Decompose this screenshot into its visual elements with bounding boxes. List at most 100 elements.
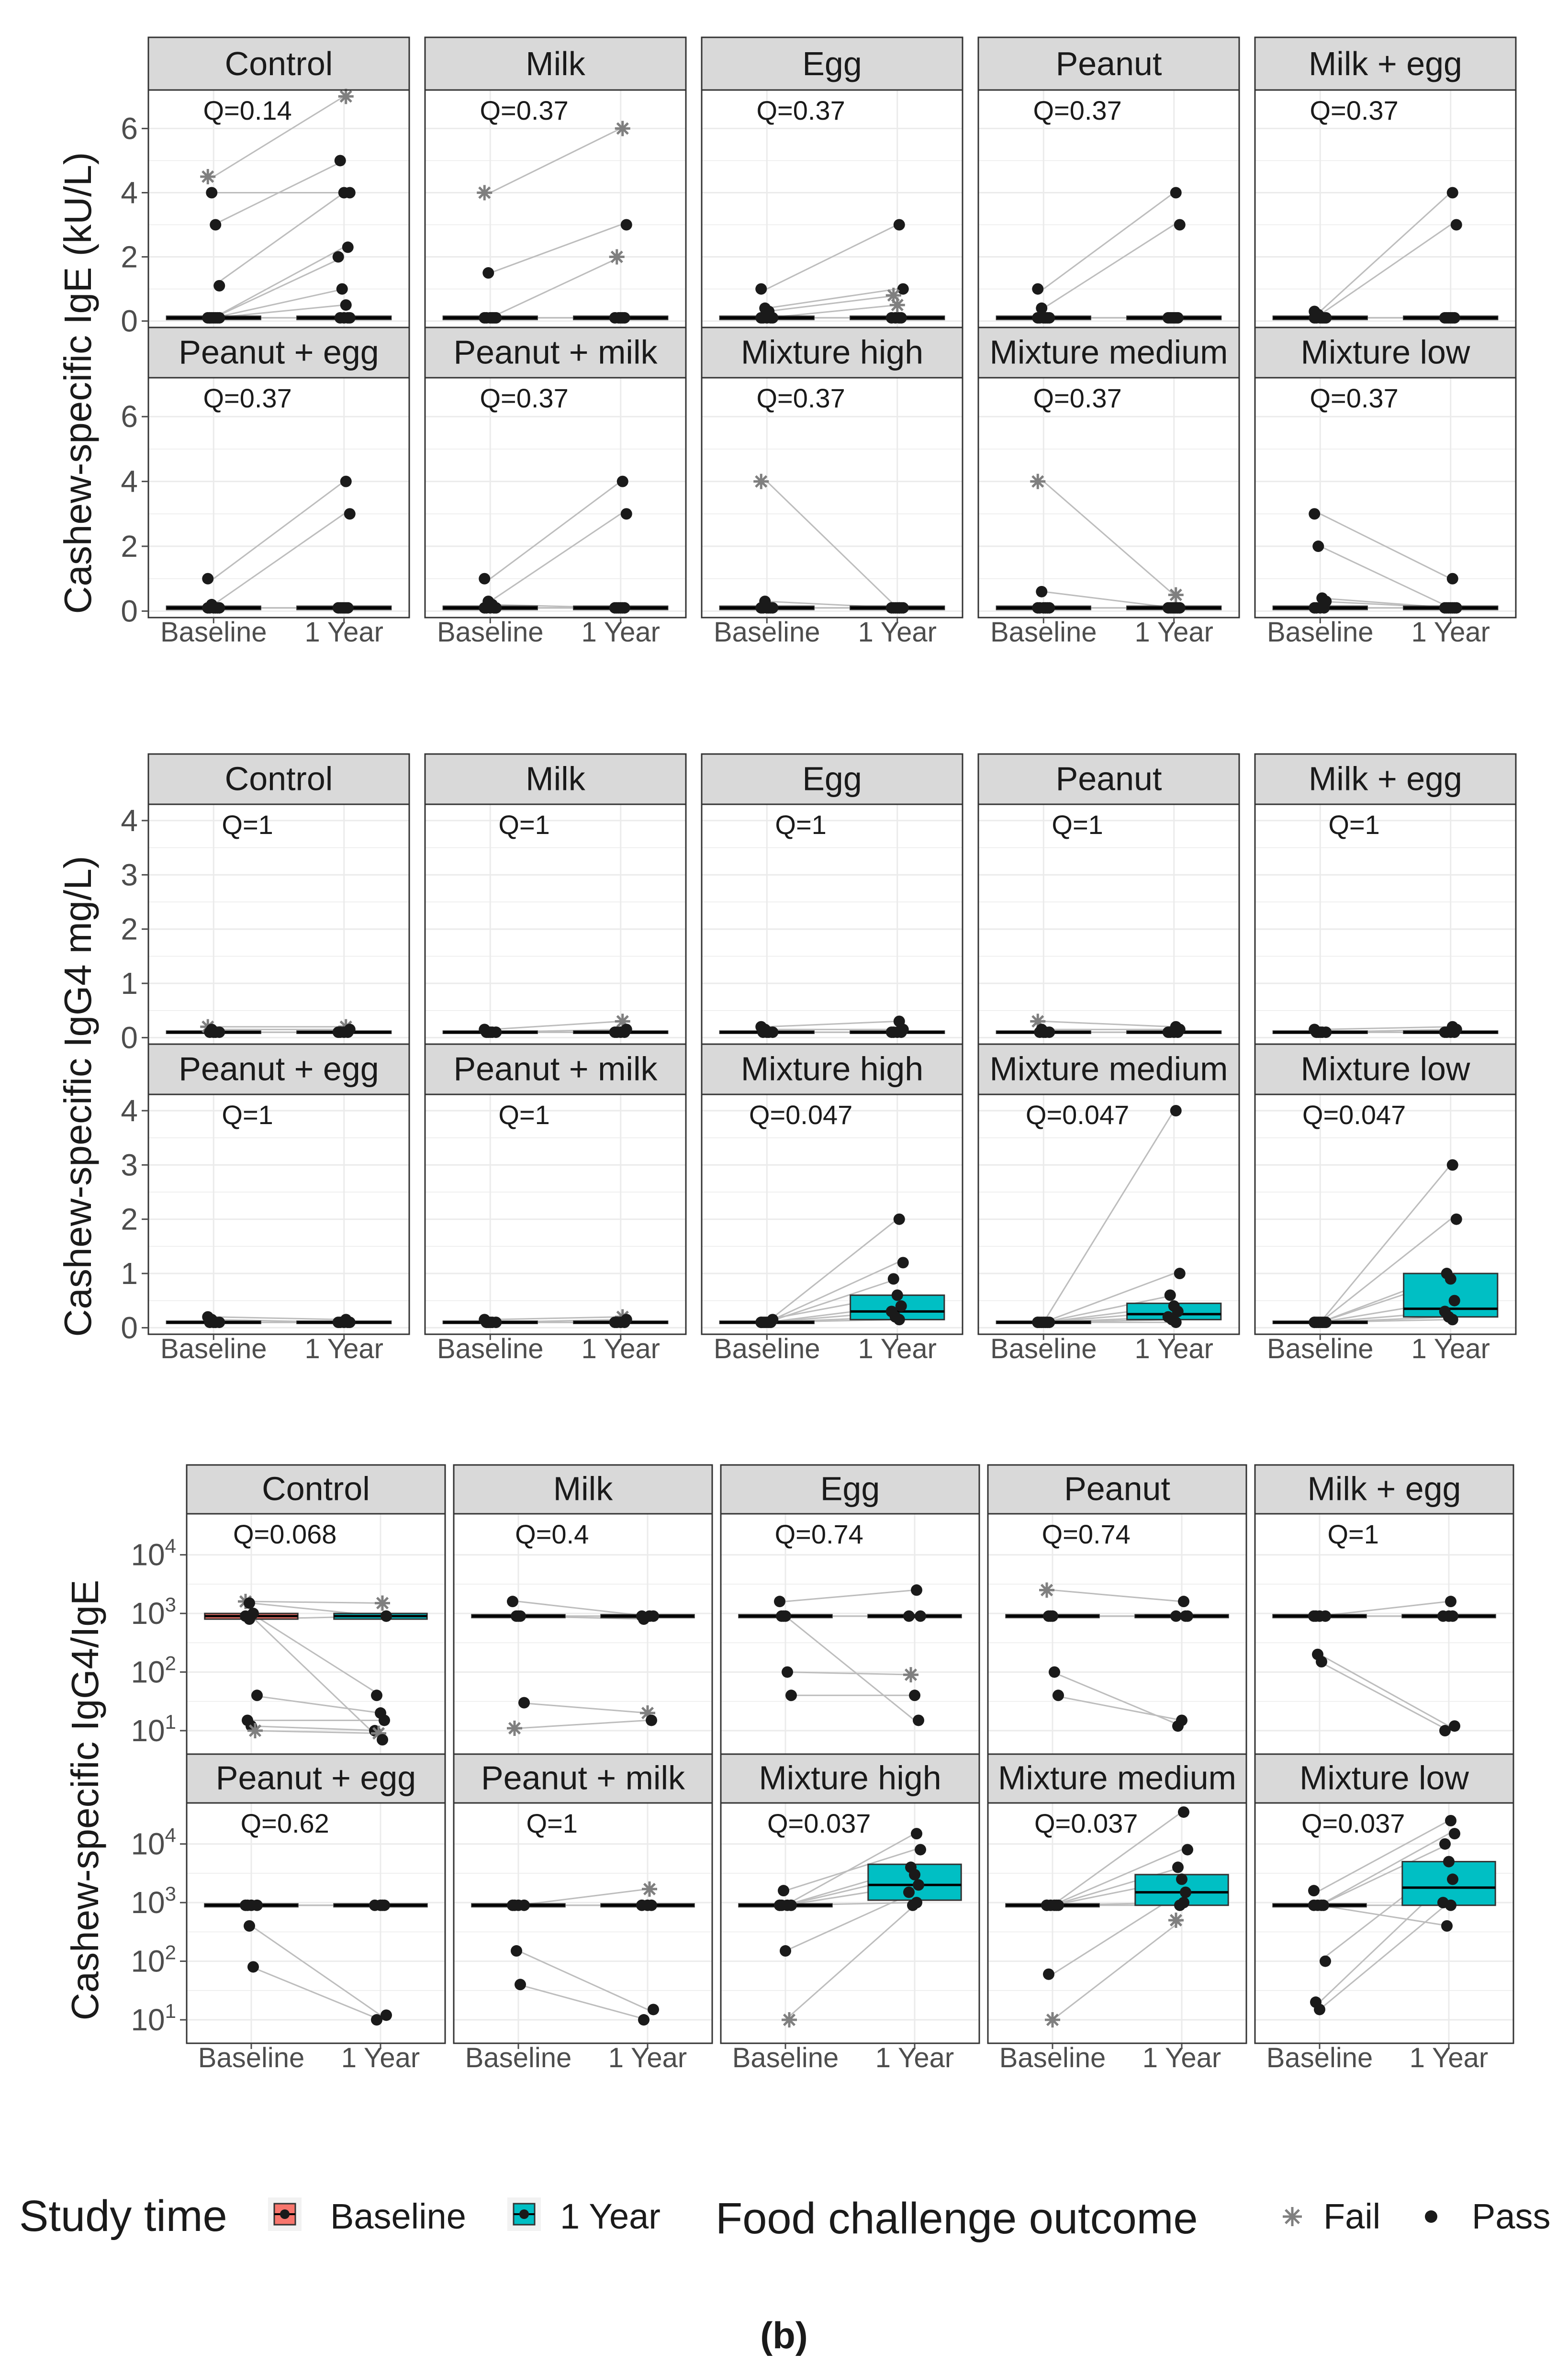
facet-milk-egg: Milk + egg Q=0.37 [1254, 36, 1517, 328]
pass-point [913, 1879, 924, 1891]
facet-milk: Milk Q=1 [424, 753, 687, 1045]
paired-line [1052, 1866, 1182, 1906]
pass-point [513, 1899, 524, 1911]
q-value-label: Q=1 [1052, 810, 1103, 840]
y-tick-label: 3 [121, 857, 138, 892]
paired-line [785, 1615, 915, 1721]
panel-border [453, 1802, 713, 2044]
pass-point [616, 312, 628, 324]
pass-point [208, 1317, 220, 1329]
fail-point [247, 1723, 263, 1739]
paired-line [251, 1600, 381, 1604]
facet-milk-egg: Milk + egg Q=1 [1254, 1464, 1514, 1755]
facet-milk-egg: Milk + egg Q=1 [1254, 753, 1517, 1045]
facet-milk: Milk Q=0.37 [424, 36, 687, 328]
panel-background [187, 1803, 445, 2043]
pass-point [1439, 1725, 1451, 1737]
pass-point [903, 1886, 915, 1898]
paired-line [1320, 513, 1451, 580]
pass-point [755, 1317, 767, 1329]
pass-point [334, 155, 346, 167]
pass-point [1314, 2004, 1325, 2016]
x-tick-label: 1 Year [1134, 1333, 1213, 1364]
y-tick-label: 0 [121, 1310, 138, 1345]
pass-point [903, 1610, 915, 1622]
fail-point [477, 185, 493, 201]
x-tick-label: Baseline [437, 617, 543, 648]
pass-point [1032, 283, 1044, 295]
panel-border [424, 377, 687, 619]
fail-point-stroke [202, 170, 214, 183]
y-tick-label: 102 [131, 1652, 176, 1689]
x-tick-label: 1 Year [875, 2042, 954, 2073]
y-tick-label: 103 [131, 1593, 176, 1631]
y-tick-label: 102 [131, 1941, 176, 1979]
y-tick-label: 0 [121, 304, 138, 338]
facet-strip [701, 36, 963, 91]
facet-mixture-high: Mixture high Q=0.37 Baseline 1 Year [701, 327, 963, 648]
y-tick-label: 6 [121, 399, 138, 434]
fail-point [642, 1881, 657, 1897]
pass-point [895, 1026, 907, 1038]
q-value-label: Q=0.37 [1033, 95, 1121, 125]
pass-point [484, 1317, 496, 1329]
pass-point [518, 1697, 530, 1709]
pass-point [1443, 1856, 1455, 1868]
pass-point [1042, 312, 1053, 324]
paired-line [1319, 1820, 1449, 1892]
facet-strip [424, 327, 687, 379]
facet-title: Peanut + milk [453, 1050, 658, 1088]
x-tick-label: Baseline [437, 1333, 543, 1364]
panel-background [1255, 1514, 1513, 1754]
paired-line [251, 1725, 381, 1732]
paired-line [251, 1612, 381, 1696]
pass-point [895, 1300, 907, 1312]
x-tick-label: 1 Year [1411, 617, 1490, 648]
pass-point [202, 573, 214, 585]
paired-line [785, 1892, 915, 1952]
q-value-label: Q=0.62 [241, 1808, 329, 1838]
paired-line [767, 1020, 897, 1028]
fail-point [200, 169, 216, 184]
paired-line [1319, 1600, 1449, 1617]
paired-line [490, 481, 621, 579]
paired-line [251, 1925, 381, 2016]
facet-title: Milk [526, 45, 585, 82]
pass-point [1041, 1899, 1053, 1911]
facet-mixture-medium: Mixture medium Q=0.047 Baseline 1 Year [977, 1043, 1240, 1364]
pass-point [340, 602, 352, 614]
paired-line [490, 1020, 621, 1030]
panel-background [1255, 1803, 1513, 2043]
facet-mixture-low: Mixture low Q=0.37 Baseline 1 Year [1254, 327, 1517, 648]
pass-point [885, 1026, 897, 1038]
paired-line [213, 160, 345, 225]
fail-point-stroke [616, 1015, 629, 1028]
pass-point [1178, 1897, 1189, 1909]
paired-line [213, 288, 345, 319]
facet-title: Peanut [1056, 45, 1162, 82]
x-tick-label: Baseline [990, 617, 1097, 648]
pass-point [1447, 1873, 1458, 1885]
q-value-label: Q=0.37 [1310, 95, 1398, 125]
y-tick-label: 4 [121, 803, 138, 838]
pass-point [342, 1026, 354, 1038]
facet-title: Mixture medium [998, 1759, 1236, 1796]
x-tick-label: 1 Year [581, 1333, 660, 1364]
q-value-label: Q=0.4 [515, 1519, 589, 1549]
paired-line [766, 1262, 898, 1323]
pass-point [1448, 1295, 1460, 1306]
legend-asterisk-mark [1283, 2207, 1302, 2226]
pass-point [909, 1689, 920, 1701]
pass-point [1032, 1317, 1044, 1329]
pass-point [1170, 312, 1182, 324]
paired-line [1052, 1811, 1182, 1906]
pass-point [1318, 1317, 1330, 1329]
x-tick-label: Baseline [732, 2042, 839, 2073]
facet-title: Peanut + egg [179, 1050, 379, 1088]
panel-border [147, 377, 410, 619]
facet-strip [977, 327, 1240, 379]
pass-point [1309, 1317, 1321, 1329]
panel-background [148, 1094, 409, 1334]
q-value-label: Q=0.37 [480, 383, 568, 413]
